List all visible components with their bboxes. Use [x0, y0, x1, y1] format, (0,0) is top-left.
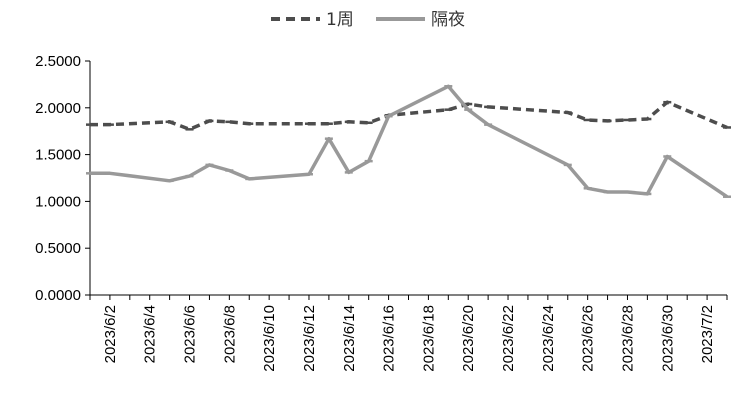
y-tick-label: 0.5000: [35, 240, 81, 257]
legend-label-overnight: 隔夜: [431, 10, 465, 30]
x-tick-label: 2023/6/22: [500, 305, 517, 372]
series-line-overnight: [90, 84, 728, 199]
x-axis-ticks: 2023/6/2 2023/6/4 2023/6/6 2023/6/8 2023/6/1…: [89, 295, 728, 372]
y-tick-label: 2.5000: [35, 53, 81, 70]
x-tick-label: 2023/6/26: [580, 305, 597, 372]
x-tick-label: 2023/6/30: [659, 305, 676, 372]
series-line-1week: [90, 100, 728, 132]
y-tick-label: 1.0000: [35, 193, 81, 210]
y-tick-label: 0.0000: [35, 287, 81, 304]
legend: 1周 隔夜: [271, 10, 465, 30]
x-tick-label: 2023/6/28: [619, 305, 636, 372]
x-tick-label: 2023/6/12: [301, 305, 318, 372]
y-tick-label: 2.0000: [35, 100, 81, 117]
legend-label-1week: 1周: [326, 10, 354, 30]
x-tick-label: 2023/6/4: [142, 305, 159, 363]
x-tick-label: 2023/6/2: [102, 305, 119, 363]
x-tick-label: 2023/6/24: [540, 305, 557, 372]
x-tick-label: 2023/6/8: [221, 305, 238, 363]
y-axis-ticks: 0.0000 0.5000 1.0000 1.5000 2.0000 2.5000: [35, 53, 90, 304]
y-tick-label: 1.5000: [35, 147, 81, 164]
x-tick-label: 2023/6/10: [261, 305, 278, 372]
x-tick-label: 2023/6/16: [381, 305, 398, 372]
x-tick-label: 2023/6/6: [182, 305, 199, 363]
x-tick-label: 2023/7/2: [699, 305, 716, 363]
series-layer: [86, 84, 731, 199]
x-tick-label: 2023/6/14: [341, 305, 358, 372]
x-tick-label: 2023/6/20: [460, 305, 477, 372]
x-tick-label: 2023/6/18: [420, 305, 437, 372]
